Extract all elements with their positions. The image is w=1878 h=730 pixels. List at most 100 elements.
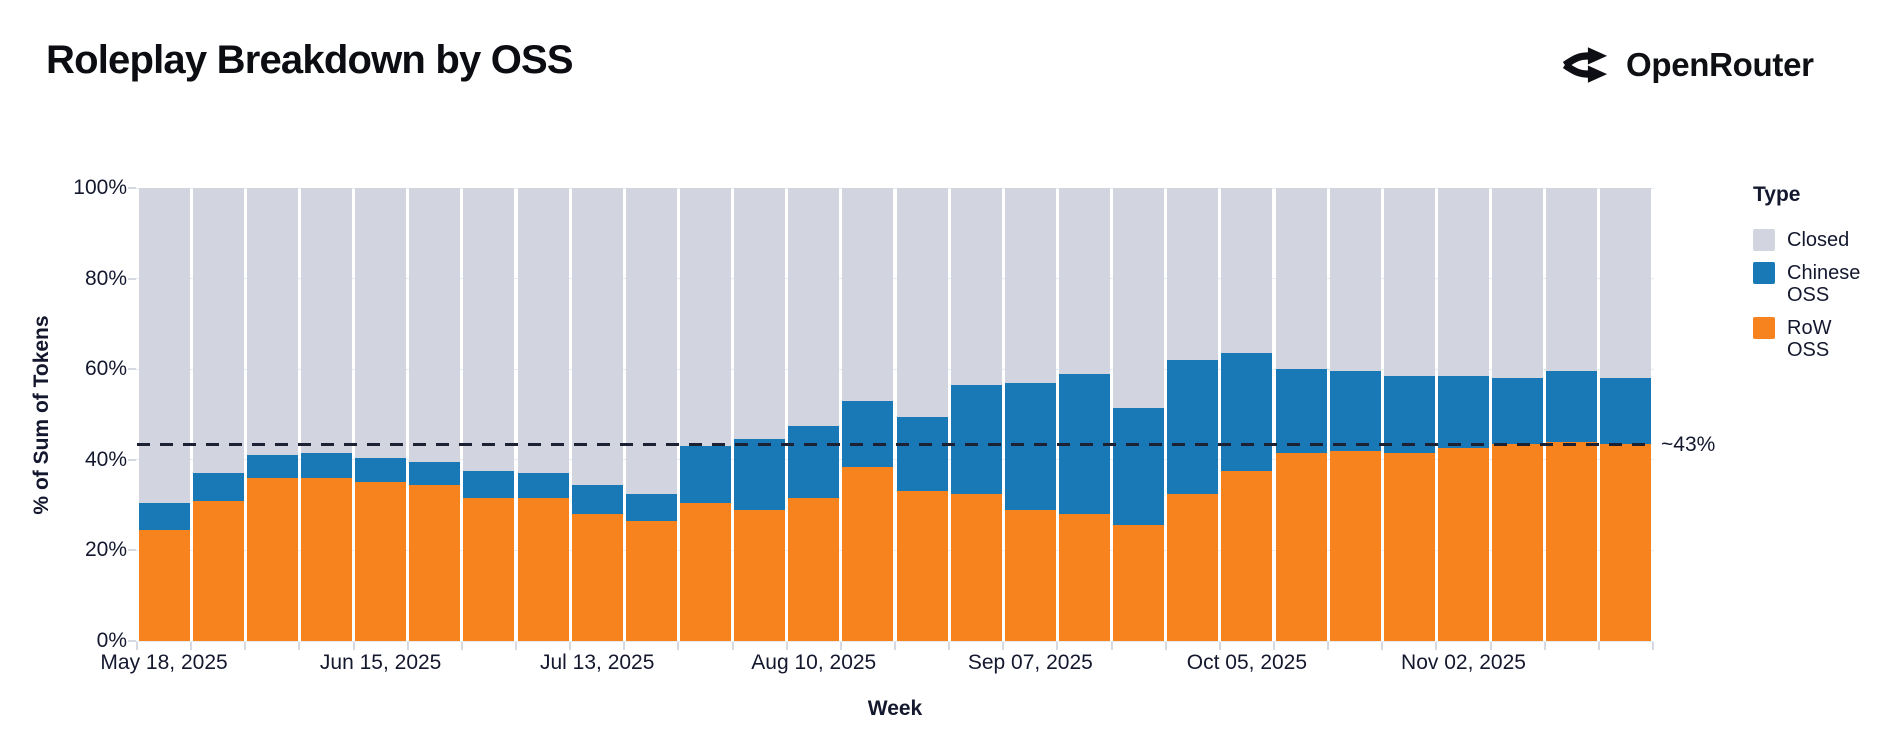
bar-segment-closed[interactable] bbox=[842, 188, 894, 401]
bar-segment-row-oss[interactable] bbox=[1275, 452, 1327, 641]
bar-week-Nov 16, 2025 bbox=[1546, 188, 1598, 641]
bar-segment-chinese-oss[interactable] bbox=[1113, 407, 1165, 526]
bar-segment-closed[interactable] bbox=[734, 188, 786, 440]
bar-segment-chinese-oss[interactable] bbox=[463, 471, 515, 499]
bar-segment-row-oss[interactable] bbox=[896, 491, 948, 641]
bar-segment-row-oss[interactable] bbox=[1492, 443, 1544, 641]
bar-segment-row-oss[interactable] bbox=[788, 498, 840, 641]
x-tick-mark bbox=[948, 642, 951, 650]
bar-segment-row-oss[interactable] bbox=[950, 493, 1002, 641]
bar-segment-chinese-oss[interactable] bbox=[138, 502, 190, 530]
bar-segment-closed[interactable] bbox=[625, 188, 677, 494]
x-tick-mark bbox=[1164, 642, 1167, 650]
x-tick-mark bbox=[1381, 642, 1384, 650]
bar-segment-chinese-oss[interactable] bbox=[409, 462, 461, 485]
bar-segment-chinese-oss[interactable] bbox=[950, 385, 1002, 494]
bar-segment-chinese-oss[interactable] bbox=[246, 455, 298, 478]
legend-item-closed[interactable]: Closed bbox=[1753, 229, 1878, 251]
bar-segment-chinese-oss[interactable] bbox=[625, 493, 677, 521]
bar-segment-closed[interactable] bbox=[1004, 188, 1056, 383]
x-tick-mark bbox=[244, 642, 247, 650]
x-tick-mark bbox=[1327, 642, 1330, 650]
bar-segment-row-oss[interactable] bbox=[192, 500, 244, 641]
bar-segment-chinese-oss[interactable] bbox=[842, 400, 894, 467]
bar-week-Sep 07, 2025 bbox=[1004, 188, 1056, 641]
bar-segment-row-oss[interactable] bbox=[1221, 471, 1273, 641]
bar-segment-closed[interactable] bbox=[517, 188, 569, 474]
bar-segment-closed[interactable] bbox=[571, 188, 623, 485]
bar-segment-chinese-oss[interactable] bbox=[517, 473, 569, 499]
bar-segment-closed[interactable] bbox=[1221, 188, 1273, 354]
bar-segment-closed[interactable] bbox=[1167, 188, 1219, 361]
legend-item-row-oss[interactable]: RoW OSS bbox=[1753, 317, 1878, 361]
bar-segment-closed[interactable] bbox=[1275, 188, 1327, 370]
bar-segment-chinese-oss[interactable] bbox=[896, 416, 948, 492]
bar-segment-chinese-oss[interactable] bbox=[355, 457, 407, 483]
bar-segment-closed[interactable] bbox=[138, 188, 190, 503]
bar-week-Jul 27, 2025 bbox=[680, 188, 731, 641]
bar-segment-row-oss[interactable] bbox=[1438, 448, 1489, 641]
bar-segment-closed[interactable] bbox=[1113, 188, 1165, 408]
bar-segment-closed[interactable] bbox=[1059, 188, 1110, 374]
y-tick-mark bbox=[128, 368, 136, 371]
bar-segment-closed[interactable] bbox=[896, 188, 948, 417]
bar-segment-chinese-oss[interactable] bbox=[1600, 378, 1652, 444]
legend-item-chinese-oss[interactable]: Chinese OSS bbox=[1753, 262, 1878, 306]
bar-segment-closed[interactable] bbox=[1546, 188, 1598, 372]
bar-segment-closed[interactable] bbox=[463, 188, 515, 472]
bar-segment-chinese-oss[interactable] bbox=[1383, 375, 1435, 453]
bar-segment-row-oss[interactable] bbox=[1167, 493, 1219, 641]
bar-segment-closed[interactable] bbox=[1438, 188, 1489, 376]
bar-segment-row-oss[interactable] bbox=[1329, 450, 1381, 641]
y-tick-label: 20% bbox=[84, 538, 127, 562]
bar-segment-closed[interactable] bbox=[246, 188, 298, 456]
bar-segment-chinese-oss[interactable] bbox=[571, 484, 623, 515]
bar-segment-row-oss[interactable] bbox=[138, 530, 190, 641]
bar-segment-closed[interactable] bbox=[680, 188, 731, 447]
x-tick-mark bbox=[352, 642, 355, 650]
gridline bbox=[132, 640, 1654, 642]
bar-segment-chinese-oss[interactable] bbox=[301, 453, 352, 478]
bar-segment-row-oss[interactable] bbox=[1004, 509, 1056, 641]
bar-segment-row-oss[interactable] bbox=[680, 502, 731, 641]
bar-segment-closed[interactable] bbox=[355, 188, 407, 458]
bar-segment-chinese-oss[interactable] bbox=[680, 446, 731, 503]
bar-segment-row-oss[interactable] bbox=[409, 484, 461, 641]
bar-segment-row-oss[interactable] bbox=[1546, 441, 1598, 641]
bar-segment-chinese-oss[interactable] bbox=[1329, 371, 1381, 451]
bar-segment-closed[interactable] bbox=[1329, 188, 1381, 372]
bar-segment-chinese-oss[interactable] bbox=[1167, 360, 1219, 494]
bar-segment-chinese-oss[interactable] bbox=[734, 439, 786, 510]
bar-week-Oct 12, 2025 bbox=[1275, 188, 1327, 641]
bar-segment-row-oss[interactable] bbox=[355, 482, 407, 641]
bar-segment-row-oss[interactable] bbox=[734, 509, 786, 641]
bar-segment-closed[interactable] bbox=[950, 188, 1002, 386]
bar-segment-chinese-oss[interactable] bbox=[192, 473, 244, 501]
bar-segment-chinese-oss[interactable] bbox=[1221, 353, 1273, 472]
x-tick-mark bbox=[894, 642, 896, 650]
bar-segment-row-oss[interactable] bbox=[1113, 525, 1165, 641]
bar-segment-row-oss[interactable] bbox=[1600, 443, 1652, 641]
bar-segment-chinese-oss[interactable] bbox=[1438, 375, 1489, 449]
x-tick-mark bbox=[623, 642, 626, 650]
bar-segment-row-oss[interactable] bbox=[517, 498, 569, 641]
bar-segment-row-oss[interactable] bbox=[625, 520, 677, 641]
bar-segment-closed[interactable] bbox=[788, 188, 840, 426]
bar-segment-row-oss[interactable] bbox=[301, 477, 352, 641]
bar-segment-row-oss[interactable] bbox=[1059, 514, 1110, 641]
bar-segment-closed[interactable] bbox=[1383, 188, 1435, 376]
bar-segment-chinese-oss[interactable] bbox=[1546, 371, 1598, 442]
bar-segment-chinese-oss[interactable] bbox=[788, 425, 840, 499]
bar-segment-closed[interactable] bbox=[1492, 188, 1544, 379]
bar-segment-row-oss[interactable] bbox=[246, 477, 298, 641]
bar-segment-row-oss[interactable] bbox=[463, 498, 515, 641]
bar-segment-row-oss[interactable] bbox=[842, 466, 894, 641]
bar-segment-closed[interactable] bbox=[1600, 188, 1652, 379]
bar-segment-closed[interactable] bbox=[409, 188, 461, 463]
bar-segment-chinese-oss[interactable] bbox=[1275, 369, 1327, 453]
bar-segment-row-oss[interactable] bbox=[571, 514, 623, 641]
bar-segment-closed[interactable] bbox=[301, 188, 352, 453]
bar-segment-closed[interactable] bbox=[192, 188, 244, 474]
bar-segment-chinese-oss[interactable] bbox=[1492, 378, 1544, 444]
bar-segment-row-oss[interactable] bbox=[1383, 452, 1435, 641]
